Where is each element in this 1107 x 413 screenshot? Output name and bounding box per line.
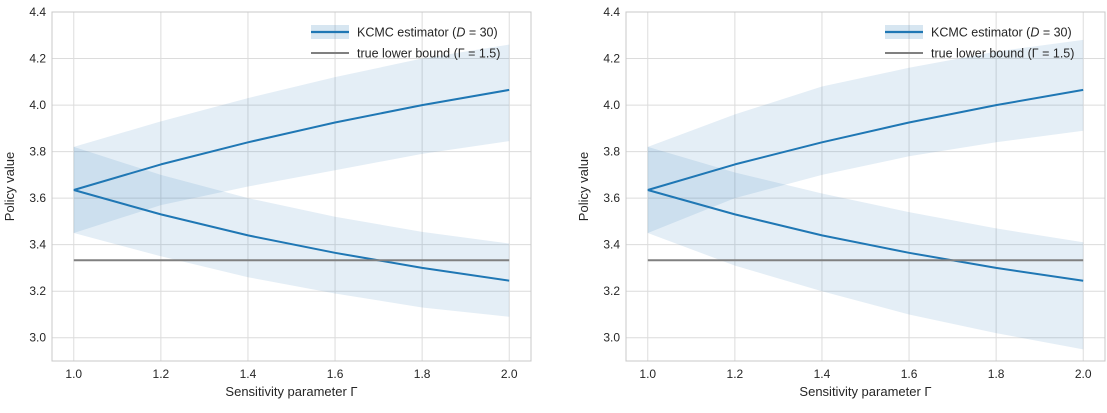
y-tick-label: 4.4: [603, 5, 620, 19]
x-tick-label: 1.8: [988, 367, 1005, 381]
x-axis-label: Sensitivity parameter Γ: [799, 384, 931, 399]
x-tick-label: 1.6: [901, 367, 918, 381]
x-tick-label: 1.4: [240, 367, 257, 381]
legend-label: true lower bound (Γ = 1.5): [357, 47, 500, 61]
x-axis-label: Sensitivity parameter Γ: [225, 384, 357, 399]
y-tick-label: 4.2: [29, 52, 46, 66]
legend: KCMC estimator (D = 30) true lower bound …: [311, 25, 500, 61]
y-tick-label: 3.8: [29, 145, 46, 159]
legend-label: KCMC estimator (D = 30): [931, 26, 1072, 40]
legend: KCMC estimator (D = 30) true lower bound …: [885, 25, 1074, 61]
y-tick-label: 3.8: [603, 145, 620, 159]
confidence-band-upper-estimate: [647, 39, 1084, 234]
x-tick-label: 2.0: [1075, 367, 1092, 381]
x-tick-label: 1.6: [327, 367, 344, 381]
y-tick-label: 4.0: [29, 98, 46, 112]
axes-frame: [51, 11, 532, 362]
series-line-lower-estimate: [647, 189, 1084, 282]
x-tick-label: 1.0: [65, 367, 82, 381]
y-tick-label: 3.4: [29, 238, 46, 252]
confidence-band-lower-estimate: [647, 146, 1084, 350]
x-tick-label: 1.8: [414, 367, 431, 381]
y-tick-label: 3.6: [29, 191, 46, 205]
plot-area: [626, 12, 1105, 361]
legend-label: true lower bound (Γ = 1.5): [931, 47, 1074, 61]
y-tick-label: 4.2: [603, 52, 620, 66]
y-tick-label: 4.0: [603, 98, 620, 112]
axes-frame: [625, 11, 1106, 362]
x-tick-label: 1.2: [153, 367, 170, 381]
y-tick-label: 3.2: [29, 284, 46, 298]
plot-area: [52, 12, 531, 361]
confidence-band-lower-estimate: [73, 146, 510, 317]
y-tick-label: 3.0: [29, 331, 46, 345]
legend-label: KCMC estimator (D = 30): [357, 26, 498, 40]
y-tick-label: 3.4: [603, 238, 620, 252]
confidence-band-upper-estimate: [73, 44, 510, 233]
y-axis-label: Policy value: [576, 152, 591, 221]
chart-panel-1: 1.0 1.2 1.4 1.6 1.8 2.0 3.0 3.2 3.4 3.6 3.8 4.0 4.2 4…: [2, 5, 532, 399]
x-tick-label: 1.4: [814, 367, 831, 381]
y-tick-label: 3.2: [603, 284, 620, 298]
series-line-upper-estimate: [647, 88, 1084, 191]
y-tick-label: 3.0: [603, 331, 620, 345]
chart-panel-2: 1.0 1.2 1.4 1.6 1.8 2.0 3.0 3.2 3.4 3.6 3.8 4.0 4.2 4…: [576, 5, 1106, 399]
x-tick-label: 1.2: [727, 367, 744, 381]
y-tick-label: 4.4: [29, 5, 46, 19]
x-tick-label: 1.0: [639, 367, 656, 381]
series-line-lower-estimate: [73, 189, 510, 282]
y-tick-label: 3.6: [603, 191, 620, 205]
y-axis-label: Policy value: [2, 152, 17, 221]
x-tick-label: 2.0: [501, 367, 518, 381]
series-line-upper-estimate: [73, 88, 510, 191]
